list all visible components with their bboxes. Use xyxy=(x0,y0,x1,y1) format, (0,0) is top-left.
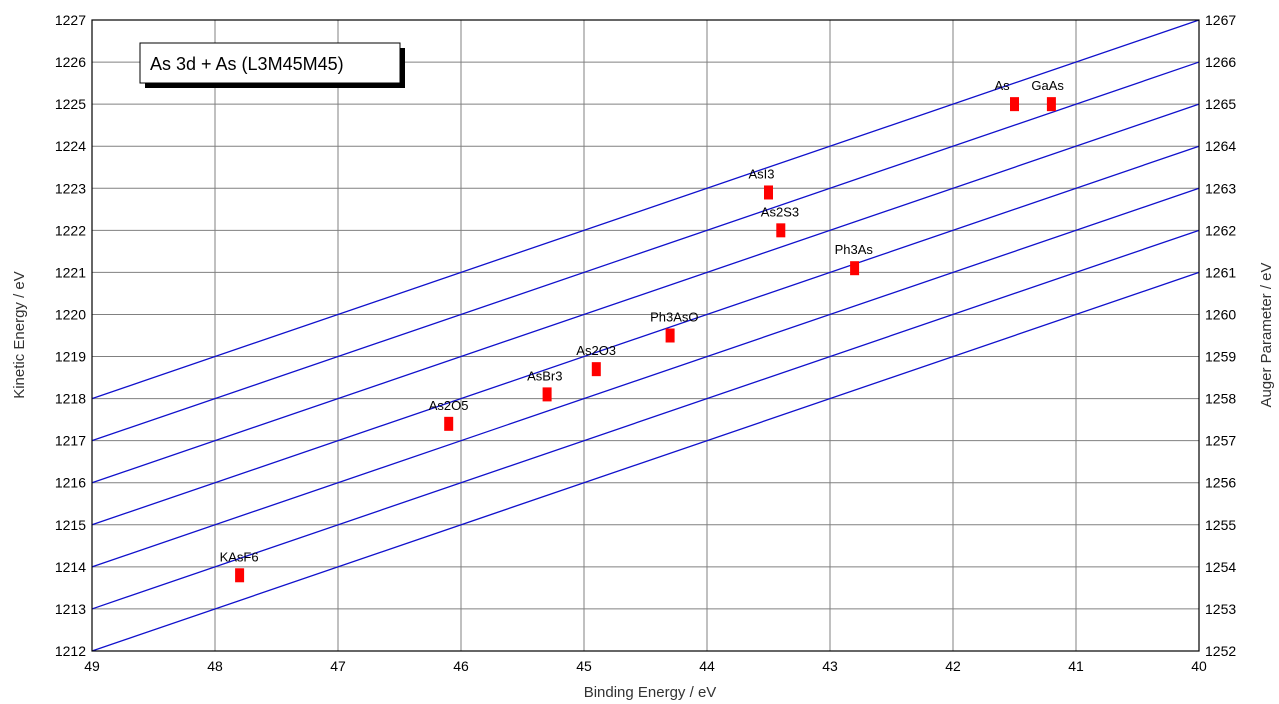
y-tick-label: 1219 xyxy=(55,349,86,365)
y2-tick-label: 1259 xyxy=(1205,349,1236,365)
x-tick-label: 45 xyxy=(576,658,592,674)
title-box-frame xyxy=(139,42,401,84)
x-tick-labels: 49 48 47 46 45 44 43 42 41 40 xyxy=(84,658,1207,674)
data-points: As GaAs AsI3 As2S3 Ph3As Ph3AsO As2O3 AsBr3 As2O… xyxy=(220,78,1064,583)
data-point-label: As2O5 xyxy=(429,398,469,413)
data-point xyxy=(1046,97,1056,112)
x-tick-label: 43 xyxy=(822,658,838,674)
y-tick-label: 1223 xyxy=(55,180,86,196)
x-tick-label: 42 xyxy=(945,658,961,674)
y2-tick-label: 1264 xyxy=(1205,138,1236,154)
data-point-label: As2S3 xyxy=(761,204,799,219)
data-point xyxy=(850,261,860,276)
y2-tick-label: 1260 xyxy=(1205,306,1236,322)
y2-tick-label: 1258 xyxy=(1205,391,1236,407)
y2-tick-label: 1255 xyxy=(1205,517,1236,533)
x-tick-label: 47 xyxy=(330,658,346,674)
y2-tick-label: 1254 xyxy=(1205,559,1236,575)
y-tick-label: 1220 xyxy=(55,306,86,322)
y-tick-label: 1214 xyxy=(55,559,86,575)
y-tick-labels: 1212 1213 1214 1215 1216 1217 1218 1219 1220 1221… xyxy=(55,12,86,659)
y-tick-label: 1227 xyxy=(55,12,86,28)
y-tick-label: 1218 xyxy=(55,391,86,407)
y-tick-label: 1212 xyxy=(55,643,86,659)
auger-line-1261 xyxy=(91,271,1200,652)
auger-line-1262 xyxy=(91,229,1200,610)
data-point xyxy=(235,568,245,583)
plot-frame xyxy=(91,19,1200,652)
x-tick-label: 44 xyxy=(699,658,715,674)
title-box: As 3d + As (L3M45M45) xyxy=(139,42,405,88)
y-tick-label: 1222 xyxy=(55,222,86,238)
auger-line-1264 xyxy=(91,145,1200,526)
data-point xyxy=(444,416,454,431)
auger-parameter-lines xyxy=(91,19,1200,652)
y-tick-label: 1224 xyxy=(55,138,86,154)
data-point xyxy=(776,223,786,238)
auger-line-1263 xyxy=(91,187,1200,568)
data-point xyxy=(764,185,773,200)
x-axis-title: Binding Energy / eV xyxy=(584,684,717,701)
auger-line-1266 xyxy=(91,61,1200,442)
y2-tick-label: 1266 xyxy=(1205,54,1236,70)
auger-line-1267 xyxy=(91,19,1200,400)
y-tick-label: 1225 xyxy=(55,96,86,112)
auger-line-1265 xyxy=(91,103,1200,484)
y2-tick-label: 1265 xyxy=(1205,96,1236,112)
y2-tick-label: 1263 xyxy=(1205,180,1236,196)
y2-tick-label: 1256 xyxy=(1205,475,1236,491)
y2-tick-label: 1261 xyxy=(1205,264,1236,280)
plot-border xyxy=(91,19,1200,652)
data-point xyxy=(542,387,552,402)
data-point-label: KAsF6 xyxy=(220,549,259,564)
y-tick-label: 1216 xyxy=(55,475,86,491)
y2-tick-label: 1252 xyxy=(1205,643,1236,659)
x-tick-label: 48 xyxy=(207,658,223,674)
chart-title: As 3d + As (L3M45M45) xyxy=(150,54,344,74)
y2-tick-label: 1253 xyxy=(1205,601,1236,617)
y-tick-label: 1213 xyxy=(55,601,86,617)
y2-tick-label: 1262 xyxy=(1205,222,1236,238)
grid xyxy=(91,19,1200,652)
y2-tick-label: 1267 xyxy=(1205,12,1236,28)
x-tick-label: 40 xyxy=(1191,658,1207,674)
y-tick-label: 1221 xyxy=(55,264,86,280)
x-tick-label: 49 xyxy=(84,658,100,674)
x-tick-label: 41 xyxy=(1068,658,1084,674)
data-point xyxy=(665,328,675,343)
y2-tick-label: 1257 xyxy=(1205,433,1236,449)
y-tick-label: 1217 xyxy=(55,433,86,449)
data-point xyxy=(591,362,601,377)
y-tick-label: 1215 xyxy=(55,517,86,533)
data-point-label: As2O3 xyxy=(576,343,616,358)
y2-axis-title: Auger Parameter / eV xyxy=(1258,262,1275,407)
data-point-label: Ph3AsO xyxy=(650,310,698,325)
y-tick-label: 1226 xyxy=(55,54,86,70)
x-tick-label: 46 xyxy=(453,658,469,674)
data-point-label: Ph3As xyxy=(835,242,874,257)
data-point-label: AsBr3 xyxy=(527,368,562,383)
y-axis-title: Kinetic Energy / eV xyxy=(11,271,28,399)
data-point xyxy=(1010,97,1019,112)
data-point-label: AsI3 xyxy=(749,166,775,181)
data-point-label: As xyxy=(995,78,1011,93)
y2-tick-labels: 1252 1253 1254 1255 1256 1257 1258 1259 1260 1261… xyxy=(1205,12,1236,659)
data-point-label: GaAs xyxy=(1031,78,1064,93)
